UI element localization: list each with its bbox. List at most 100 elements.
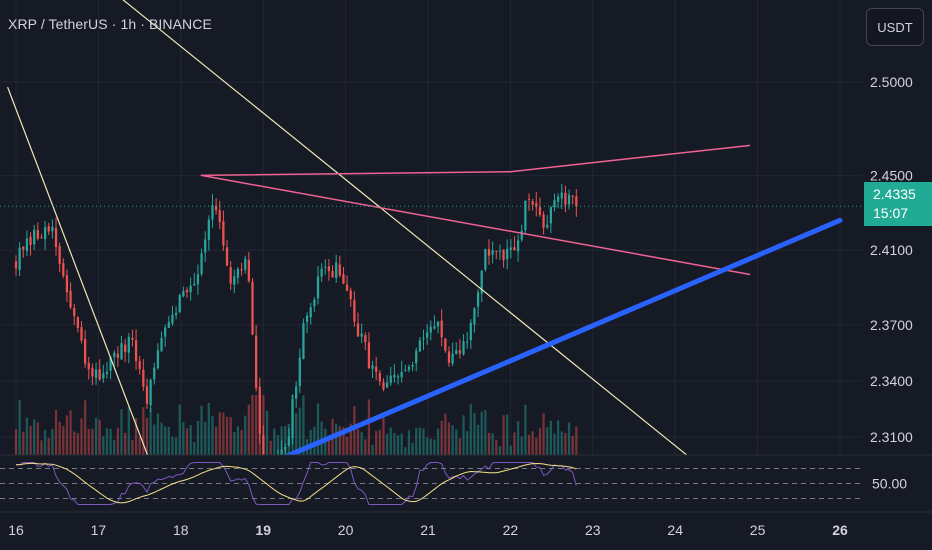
candle[interactable] xyxy=(378,370,381,386)
candle[interactable] xyxy=(556,193,560,209)
candle[interactable] xyxy=(164,324,167,347)
candle[interactable] xyxy=(335,254,338,283)
candle[interactable] xyxy=(371,360,374,379)
candle[interactable] xyxy=(342,266,345,285)
candle[interactable] xyxy=(404,364,407,372)
candle[interactable] xyxy=(476,288,480,318)
candle[interactable] xyxy=(124,338,127,363)
candle[interactable] xyxy=(462,334,465,356)
candle[interactable] xyxy=(153,362,156,385)
candle[interactable] xyxy=(502,249,505,268)
candle[interactable] xyxy=(542,211,545,235)
candle[interactable] xyxy=(62,258,65,279)
candle[interactable] xyxy=(429,320,432,341)
candle[interactable] xyxy=(255,324,258,392)
candle[interactable] xyxy=(193,272,196,287)
candle[interactable] xyxy=(218,200,221,230)
candle[interactable] xyxy=(43,220,47,250)
candle[interactable] xyxy=(98,359,101,381)
candle[interactable] xyxy=(487,239,491,265)
candle[interactable] xyxy=(484,248,487,272)
candle[interactable] xyxy=(251,278,254,336)
candle[interactable] xyxy=(538,197,542,217)
candle[interactable] xyxy=(516,234,520,262)
candle[interactable] xyxy=(247,251,250,283)
y-axis[interactable]: 2.5000 2.4500 2.4100 2.3700 2.3400 2.3100 xyxy=(870,74,913,445)
candle[interactable] xyxy=(287,428,291,447)
candle[interactable] xyxy=(29,232,32,256)
candle[interactable] xyxy=(509,239,512,259)
candle[interactable] xyxy=(295,381,298,408)
candle[interactable] xyxy=(207,215,210,251)
candle[interactable] xyxy=(382,378,385,392)
candle[interactable] xyxy=(76,315,79,333)
candle[interactable] xyxy=(345,275,349,292)
candle[interactable] xyxy=(324,259,327,275)
ascending-support-line[interactable] xyxy=(285,217,843,455)
candle[interactable] xyxy=(560,183,563,209)
candle[interactable] xyxy=(531,198,534,211)
candle[interactable] xyxy=(204,231,207,263)
candle[interactable] xyxy=(327,259,331,281)
candle[interactable] xyxy=(575,188,578,217)
candle[interactable] xyxy=(393,364,396,383)
candle[interactable] xyxy=(167,315,170,329)
candle[interactable] xyxy=(211,193,214,228)
candle[interactable] xyxy=(527,193,531,211)
candlesticks[interactable] xyxy=(14,183,578,485)
candle[interactable] xyxy=(407,364,411,373)
candle[interactable] xyxy=(105,361,109,379)
candle[interactable] xyxy=(189,277,192,301)
candle[interactable] xyxy=(196,264,200,295)
candle[interactable] xyxy=(400,360,403,383)
candle[interactable] xyxy=(54,217,58,256)
candle[interactable] xyxy=(440,309,443,347)
candle[interactable] xyxy=(73,304,76,325)
triangle-lower-line[interactable] xyxy=(200,174,751,276)
candle[interactable] xyxy=(113,350,116,368)
candle[interactable] xyxy=(25,230,29,257)
candle[interactable] xyxy=(316,265,320,305)
candle[interactable] xyxy=(567,189,571,210)
candle[interactable] xyxy=(415,347,418,372)
candle[interactable] xyxy=(91,363,94,386)
candle[interactable] xyxy=(451,342,454,367)
candle[interactable] xyxy=(258,377,261,444)
rsi-ma-line[interactable] xyxy=(16,462,577,504)
candle[interactable] xyxy=(116,346,120,367)
candle[interactable] xyxy=(22,246,25,258)
candle[interactable] xyxy=(469,319,472,349)
rsi-panel[interactable]: 50.00 xyxy=(0,454,932,512)
descending-trendline-left[interactable] xyxy=(7,86,149,456)
candle[interactable] xyxy=(134,329,138,370)
candle[interactable] xyxy=(160,331,163,352)
candle[interactable] xyxy=(458,339,462,359)
candle[interactable] xyxy=(233,269,236,294)
candle[interactable] xyxy=(87,356,90,380)
candle[interactable] xyxy=(84,330,87,368)
candle[interactable] xyxy=(444,337,447,353)
candle[interactable] xyxy=(447,346,451,367)
candle[interactable] xyxy=(553,193,556,212)
candle[interactable] xyxy=(418,337,421,353)
candle[interactable] xyxy=(138,355,141,375)
candle[interactable] xyxy=(236,266,240,285)
candle[interactable] xyxy=(40,233,43,239)
candle[interactable] xyxy=(466,332,469,350)
candle[interactable] xyxy=(524,200,527,234)
candle[interactable] xyxy=(389,366,392,386)
rsi-line[interactable] xyxy=(16,462,577,505)
candle[interactable] xyxy=(120,335,123,360)
candle[interactable] xyxy=(174,306,178,320)
candle[interactable] xyxy=(185,287,189,298)
candle[interactable] xyxy=(396,373,400,385)
candle[interactable] xyxy=(313,297,316,312)
candle[interactable] xyxy=(535,191,538,217)
candle[interactable] xyxy=(480,269,483,303)
candle[interactable] xyxy=(473,307,476,333)
candle[interactable] xyxy=(102,364,105,383)
candle[interactable] xyxy=(375,356,378,380)
candle[interactable] xyxy=(298,348,301,394)
candle[interactable] xyxy=(145,378,149,409)
